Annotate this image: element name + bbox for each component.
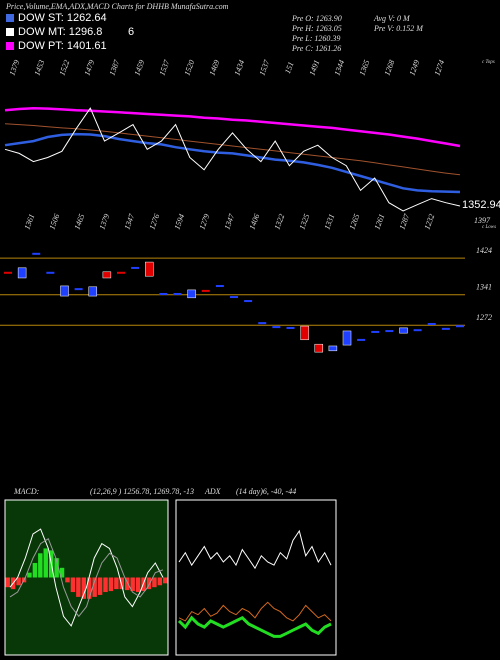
candle <box>215 285 224 288</box>
macd-bar <box>76 577 81 597</box>
price-stat: Pre O: 1263.90 <box>291 14 342 23</box>
candle <box>441 327 450 330</box>
macd-bar <box>38 553 43 578</box>
lows-note: c Lows <box>482 225 496 230</box>
candle <box>88 286 97 297</box>
macd-label: MACD: <box>13 487 40 496</box>
candle <box>230 296 238 299</box>
candle <box>4 271 12 274</box>
volume-stat: Avg V: 0 M <box>373 14 411 23</box>
legend-note: 6 <box>128 26 134 38</box>
macd-bar <box>32 562 38 578</box>
last-price-label: 1352.94 <box>462 199 500 211</box>
macd-bar <box>87 577 92 599</box>
macd-bar <box>81 577 86 599</box>
price-line <box>4 106 461 148</box>
macd-bar <box>59 567 65 578</box>
macd-bar <box>163 577 168 584</box>
volume-stat: Pre V: 0.152 M <box>373 24 424 33</box>
adx-line <box>178 601 332 622</box>
price-line <box>4 123 461 176</box>
candle <box>145 261 154 277</box>
legend-label: DOW ST: 1262.64 <box>18 12 107 24</box>
macd-params: (12,26,9 ) 1256.78, 1269.78, -13 <box>90 487 194 496</box>
level-label: 1424 <box>476 246 492 255</box>
candle <box>60 285 69 297</box>
page-title: Price,Volume,EMA,ADX,MACD Charts for DHH… <box>5 2 229 11</box>
candle <box>427 323 436 326</box>
macd-bar <box>146 577 152 590</box>
tops-note: c Tops <box>482 60 495 65</box>
macd-bar <box>5 577 10 588</box>
macd-line <box>9 538 164 618</box>
candle <box>32 252 41 255</box>
candle <box>413 329 422 332</box>
price-stat: Pre L: 1260.39 <box>291 34 340 43</box>
macd-bar <box>92 577 97 597</box>
candle <box>17 267 27 279</box>
macd-bar <box>135 577 141 593</box>
candle <box>187 289 196 299</box>
legend-swatch <box>6 28 14 36</box>
macd-bar <box>65 577 70 583</box>
candle <box>173 292 182 295</box>
macd-bar <box>70 577 76 593</box>
price-line <box>4 132 461 194</box>
macd-bar <box>54 558 59 578</box>
candle <box>456 325 464 328</box>
adx-label: ADX <box>204 487 222 496</box>
legend-label: DOW MT: 1296.8 <box>18 26 102 38</box>
side-label: 1397 <box>474 216 491 225</box>
candle <box>272 326 281 329</box>
candle <box>300 325 309 341</box>
candle <box>117 271 125 274</box>
macd-line <box>9 528 164 627</box>
candle <box>357 338 366 341</box>
legend-label: DOW PT: 1401.61 <box>18 40 107 52</box>
candle <box>342 330 352 346</box>
macd-bar <box>114 577 119 590</box>
macd-bar <box>97 577 103 595</box>
macd-bar <box>157 577 163 586</box>
candle <box>258 322 267 325</box>
macd-bar <box>43 548 48 578</box>
candle <box>314 343 323 353</box>
candle <box>286 326 295 329</box>
macd-bar <box>125 577 130 591</box>
macd-bar <box>130 577 135 592</box>
price-line <box>4 107 461 212</box>
candle <box>371 330 380 333</box>
macd-bar <box>103 577 108 593</box>
macd-bar <box>108 577 114 592</box>
level-label: 1272 <box>476 313 492 322</box>
legend-swatch <box>6 42 14 50</box>
price-stat: Pre H: 1263.05 <box>291 24 342 33</box>
candle <box>244 300 253 303</box>
macd-bar <box>119 577 125 590</box>
candle <box>201 289 210 292</box>
candle <box>385 330 394 333</box>
candle <box>46 271 55 274</box>
candle <box>131 266 140 269</box>
candle <box>74 288 83 291</box>
adx-line <box>178 529 332 570</box>
candle <box>328 345 338 352</box>
price-stat: Pre C: 1261.26 <box>291 44 341 53</box>
adx-params: (14 day)6, -40, -44 <box>236 487 296 496</box>
macd-bar <box>27 572 32 578</box>
candle <box>399 327 408 334</box>
macd-bar <box>16 577 21 586</box>
adx-line <box>177 615 332 638</box>
macd-panel <box>4 499 169 656</box>
level-label: 1341 <box>476 283 492 292</box>
top-label: 151 <box>283 61 296 75</box>
candle <box>159 292 168 295</box>
candle <box>102 271 112 279</box>
macd-bar <box>152 577 157 588</box>
legend-swatch <box>6 14 14 22</box>
